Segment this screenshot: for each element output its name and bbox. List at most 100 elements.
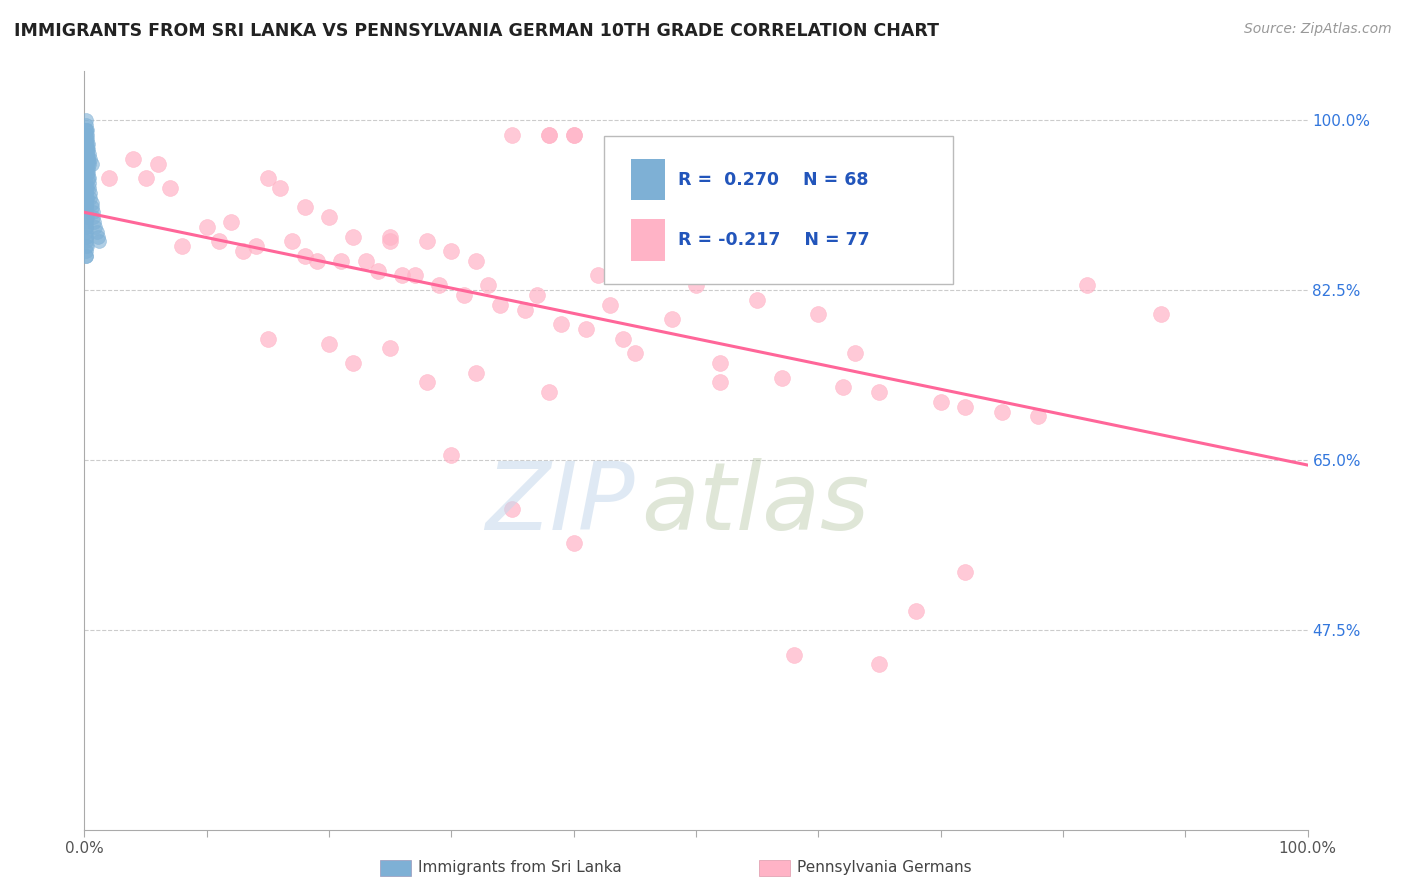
Point [75, 186, 97, 200]
Point [75, 219, 97, 234]
Point [75, 128, 97, 142]
Point [1028, 409, 1050, 424]
Point [75, 210, 97, 224]
Point [75, 205, 97, 219]
Point [354, 254, 377, 268]
Point [391, 268, 413, 283]
Point [75, 249, 97, 263]
Point [770, 370, 793, 384]
Point [76, 142, 98, 156]
FancyBboxPatch shape [605, 136, 953, 284]
Point [1076, 278, 1098, 293]
Point [75, 201, 97, 215]
Point [477, 278, 499, 293]
Point [79, 152, 101, 166]
Point [77, 176, 100, 190]
Point [831, 380, 853, 394]
Point [624, 268, 647, 283]
Point [562, 536, 585, 550]
Point [76, 239, 98, 253]
Bar [631, 159, 665, 201]
Point [562, 128, 585, 142]
Point [75, 161, 97, 176]
Point [294, 249, 316, 263]
Point [538, 128, 561, 142]
Point [82, 205, 104, 219]
Point [367, 263, 389, 277]
Point [869, 657, 891, 672]
Point [464, 366, 486, 380]
Point [76, 137, 98, 152]
Point [77, 171, 100, 186]
Point [76, 166, 98, 180]
Point [135, 171, 157, 186]
Text: atlas: atlas [641, 458, 869, 549]
Point [75, 249, 97, 263]
Text: Immigrants from Sri Lanka: Immigrants from Sri Lanka [418, 861, 621, 875]
Text: ZIP: ZIP [485, 458, 636, 549]
Point [97, 171, 120, 186]
Point [76, 142, 98, 156]
Point [77, 157, 100, 171]
Point [513, 302, 536, 317]
Point [75, 132, 97, 146]
Point [75, 137, 97, 152]
Point [869, 385, 891, 400]
Point [550, 317, 572, 331]
Point [380, 229, 402, 244]
Point [80, 201, 103, 215]
Point [953, 565, 976, 579]
Point [318, 336, 340, 351]
Point [86, 225, 108, 239]
Point [342, 229, 364, 244]
Point [77, 166, 100, 180]
Point [257, 171, 280, 186]
Point [526, 288, 548, 302]
Point [77, 152, 100, 166]
Point [624, 346, 647, 360]
Text: Pennsylvania Germans: Pennsylvania Germans [797, 861, 972, 875]
Point [538, 385, 561, 400]
Text: R = -0.217    N = 77: R = -0.217 N = 77 [678, 231, 869, 250]
Point [75, 235, 97, 249]
Point [79, 186, 101, 200]
Point [330, 254, 353, 268]
Point [195, 219, 218, 234]
Point [75, 191, 97, 205]
Point [77, 181, 100, 195]
Point [440, 244, 463, 259]
Point [562, 128, 585, 142]
Point [76, 122, 98, 136]
Point [75, 201, 97, 215]
Point [257, 332, 280, 346]
Point [844, 346, 866, 360]
Point [75, 239, 97, 253]
Point [538, 128, 561, 142]
Point [75, 176, 97, 190]
Point [905, 604, 928, 618]
Point [75, 219, 97, 234]
Point [83, 215, 105, 229]
Point [77, 147, 100, 161]
Point [75, 122, 97, 136]
Point [75, 225, 97, 239]
Point [380, 342, 402, 356]
Point [77, 171, 100, 186]
Point [75, 181, 97, 195]
Point [77, 161, 100, 176]
Point [76, 152, 98, 166]
Text: IMMIGRANTS FROM SRI LANKA VS PENNSYLVANIA GERMAN 10TH GRADE CORRELATION CHART: IMMIGRANTS FROM SRI LANKA VS PENNSYLVANI… [14, 22, 939, 40]
Point [75, 118, 97, 132]
Point [991, 404, 1014, 418]
Point [77, 137, 100, 152]
Point [586, 268, 609, 283]
Point [159, 181, 181, 195]
Point [502, 128, 524, 142]
Point [575, 322, 598, 336]
Point [76, 147, 98, 161]
Point [281, 235, 304, 249]
Point [75, 229, 97, 244]
Point [75, 122, 97, 136]
Point [76, 210, 98, 224]
Point [84, 219, 107, 234]
